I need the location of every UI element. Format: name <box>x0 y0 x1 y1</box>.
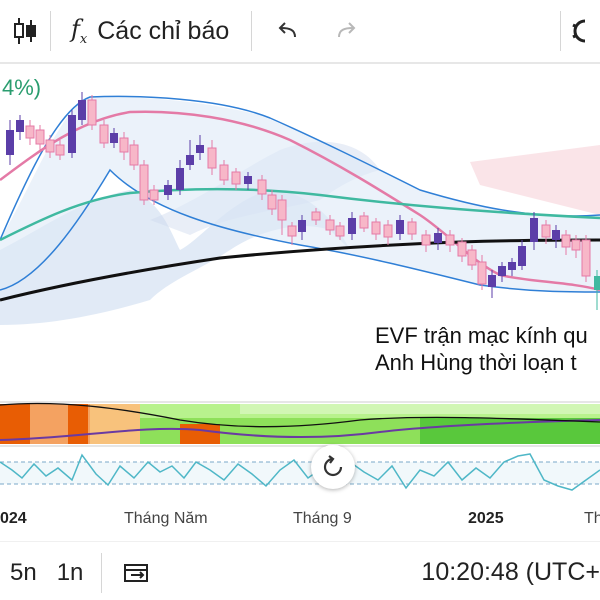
candle <box>176 160 184 195</box>
bollinger-upper <box>0 95 600 241</box>
chart-toolbar: fx Các chỉ báo <box>0 0 600 62</box>
candle <box>231 168 241 190</box>
toolbar-separator <box>560 11 562 51</box>
settings-button[interactable] <box>561 8 591 54</box>
timeframe-5n[interactable]: 5n <box>10 558 37 586</box>
time-axis-label: 024 <box>0 510 27 527</box>
toolbar-separator <box>50 11 51 51</box>
candle <box>325 215 335 235</box>
volume-signal-line <box>0 419 600 441</box>
candle <box>541 220 551 244</box>
time-axis-label: Th <box>584 510 600 527</box>
ichimoku-cloud <box>470 145 600 215</box>
candle <box>552 225 560 248</box>
redo-icon <box>338 22 356 38</box>
time-axis-label: 2025 <box>468 510 504 527</box>
candle <box>311 208 321 225</box>
candle <box>55 140 65 160</box>
indicators-button[interactable]: fx Các chỉ báo <box>51 8 251 54</box>
candle <box>68 110 76 158</box>
rsi-band <box>0 462 600 484</box>
legend-percent: 4%) <box>2 75 41 100</box>
function-icon: fx <box>71 15 88 47</box>
annotation-line-2: Anh Hùng thời loạn t <box>375 350 577 375</box>
gear-icon <box>572 19 586 43</box>
clock-timezone[interactable]: 10:20:48 (UTC+ <box>421 558 600 586</box>
rsi-line <box>0 453 600 491</box>
price-chart[interactable]: 4%) EVF trận mạc kính qu Anh Hùng thời l… <box>0 62 600 542</box>
candle <box>508 258 516 276</box>
candle <box>571 235 581 258</box>
timeframe-1n[interactable]: 1n <box>56 558 84 586</box>
candle <box>581 235 591 282</box>
candle <box>129 140 139 170</box>
candle <box>244 172 252 190</box>
candle <box>335 222 345 240</box>
bollinger-lower <box>0 168 600 293</box>
toolbar-separator <box>101 552 103 593</box>
candle <box>434 228 442 250</box>
candle <box>287 222 297 245</box>
candle <box>45 135 55 158</box>
candle <box>348 212 356 240</box>
indicators-label: Các chỉ báo <box>97 16 230 45</box>
candle <box>277 195 287 235</box>
candle <box>164 180 172 200</box>
candle <box>421 230 431 252</box>
candle <box>16 115 24 140</box>
candle <box>149 185 159 205</box>
candle <box>25 120 35 145</box>
candle <box>139 160 149 205</box>
candle <box>196 135 204 160</box>
bottom-toolbar: 5n 1n 10:20:48 (UTC+ <box>0 545 600 600</box>
reset-chart-button[interactable] <box>311 445 355 489</box>
candle <box>6 120 14 165</box>
candle <box>207 140 217 175</box>
candle <box>110 128 118 148</box>
ma-black-line <box>0 238 600 302</box>
candle <box>477 255 487 290</box>
candle <box>99 120 109 148</box>
candle <box>407 218 417 240</box>
candle <box>445 230 455 252</box>
chart-type-button[interactable] <box>0 8 50 54</box>
candle <box>298 215 306 240</box>
candle <box>457 238 467 262</box>
time-axis-label: Tháng Năm <box>124 510 208 527</box>
candle <box>359 212 369 232</box>
candle <box>35 125 45 150</box>
undo-button[interactable] <box>252 8 322 54</box>
candle <box>87 95 97 130</box>
candles <box>6 92 600 310</box>
candle <box>257 175 267 200</box>
candle <box>518 240 526 270</box>
candle <box>530 212 538 250</box>
candle <box>488 270 496 298</box>
compare-icon <box>124 563 149 582</box>
annotation-line-1: EVF trận mạc kính qu <box>375 323 588 348</box>
time-axis-label: Tháng 9 <box>293 510 352 527</box>
candle <box>498 262 506 282</box>
candle <box>371 218 381 240</box>
candle <box>267 190 277 215</box>
candle <box>119 132 129 160</box>
undo-icon <box>278 22 297 38</box>
candle <box>396 215 404 240</box>
candle <box>78 92 86 125</box>
candle <box>594 270 600 310</box>
candle <box>383 220 393 245</box>
compare-button[interactable] <box>102 550 172 596</box>
candlestick-icon <box>14 18 36 44</box>
candle <box>467 245 477 270</box>
volume-signal-line <box>0 402 600 428</box>
reset-icon <box>323 455 343 477</box>
candle <box>219 160 229 185</box>
candle <box>186 140 194 170</box>
toolbar-separator <box>251 11 253 51</box>
candle <box>561 230 571 255</box>
redo-button[interactable] <box>322 8 372 54</box>
